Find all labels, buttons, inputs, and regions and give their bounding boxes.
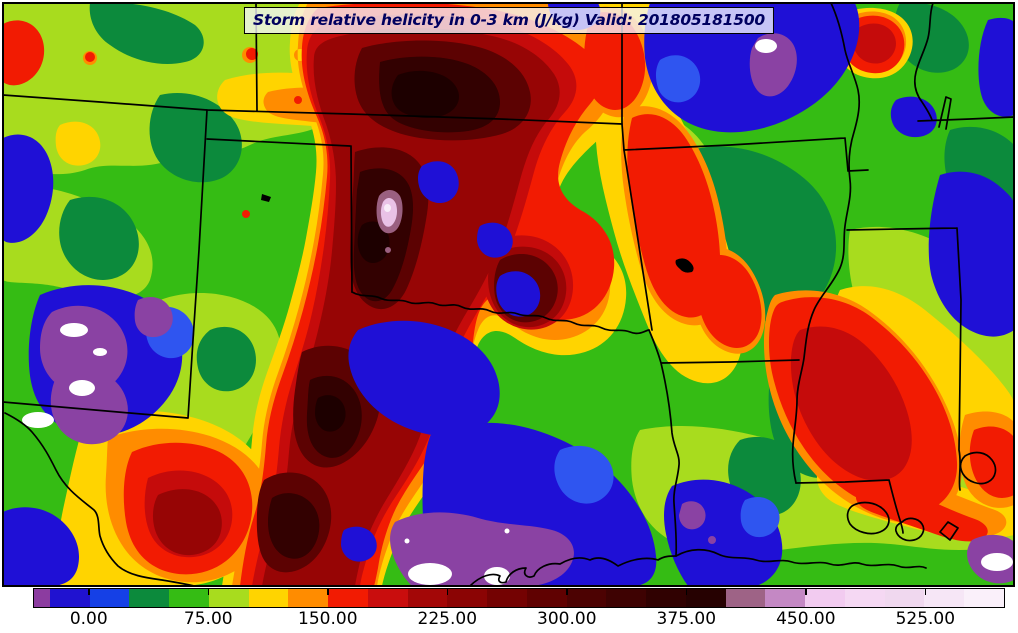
colorbar-segment bbox=[725, 589, 766, 607]
colorbar-tick-label: 0.00 bbox=[69, 609, 108, 629]
region-navy bbox=[3, 3, 1014, 586]
colorbar-segment bbox=[526, 589, 567, 607]
colorbar-segment bbox=[964, 589, 1004, 607]
colorbar-segment bbox=[288, 589, 329, 607]
plot-title: Storm relative helicity in 0-3 km (J/kg)… bbox=[243, 7, 775, 34]
colorbar-segment bbox=[447, 589, 488, 607]
white-spot bbox=[981, 553, 1013, 571]
colorbar-segment bbox=[646, 589, 686, 607]
colorbar-segment bbox=[606, 589, 647, 607]
extreme-spot bbox=[376, 190, 403, 253]
extreme-spot-center bbox=[384, 204, 392, 212]
map-frame bbox=[2, 2, 1015, 587]
colorbar-segment bbox=[487, 589, 527, 607]
border-new-mexico bbox=[3, 109, 208, 419]
colorbar-tick-label: 225.00 bbox=[417, 609, 478, 629]
region-red-dark2 bbox=[153, 27, 567, 586]
region-white-spots bbox=[22, 39, 1013, 585]
colorbar-segment bbox=[248, 589, 289, 607]
colorbar bbox=[33, 588, 1005, 608]
white-spot bbox=[755, 39, 777, 53]
extreme-spot-pink bbox=[380, 198, 397, 227]
border-texas-arkansas-louisiana bbox=[648, 329, 800, 557]
border-oklahoma-panhandle bbox=[206, 138, 353, 293]
coast-louisiana bbox=[675, 451, 997, 569]
border-kentucky-tennessee bbox=[913, 3, 1014, 130]
colorbar-tick-label: 150.00 bbox=[298, 609, 358, 629]
colorbar-segment bbox=[884, 589, 925, 607]
colorbar-tick-label: 525.00 bbox=[895, 609, 956, 629]
region-red-dark4 bbox=[268, 56, 500, 559]
colorbar-segment bbox=[367, 589, 408, 607]
colorbar-segment bbox=[805, 589, 845, 607]
helicity-map bbox=[2, 2, 1015, 587]
colorbar-tick-label: 75.00 bbox=[183, 609, 233, 629]
border-rio-grande bbox=[4, 412, 195, 586]
border-louisiana-mississippi bbox=[795, 479, 904, 534]
white-spot bbox=[93, 348, 107, 356]
colorbar-segment bbox=[685, 589, 726, 607]
white-spot bbox=[404, 538, 410, 544]
colorbar-segment bbox=[169, 589, 209, 607]
colorbar-segment bbox=[208, 589, 249, 607]
colorbar-tick-label: 375.00 bbox=[656, 609, 717, 629]
border-red-river bbox=[351, 291, 650, 335]
colorbar-segment bbox=[34, 589, 50, 607]
colorbar-segment bbox=[566, 589, 607, 607]
white-spot bbox=[69, 380, 95, 396]
colorbar-tick-labels: 0.00 75.00 150.00 225.00 300.00 375.00 450.00 5… bbox=[33, 609, 1005, 633]
coast-texas bbox=[469, 555, 677, 586]
colorbar-tick-label: 450.00 bbox=[776, 609, 836, 629]
colorbar-segment bbox=[89, 589, 130, 607]
white-spot bbox=[504, 528, 510, 534]
white-spot bbox=[60, 323, 88, 337]
white-spot bbox=[408, 563, 452, 585]
colorbar-segment bbox=[407, 589, 448, 607]
colorbar-segment bbox=[129, 589, 170, 607]
border-missouri-arkansas bbox=[623, 137, 869, 172]
colorbar-tick-label: 300.00 bbox=[537, 609, 597, 629]
colorbar-segment bbox=[844, 589, 885, 607]
colorbar-segment bbox=[328, 589, 368, 607]
border-mississippi-river bbox=[791, 3, 861, 484]
colorbar-segment bbox=[765, 589, 806, 607]
white-spot bbox=[484, 567, 510, 585]
colorbar-segment bbox=[49, 589, 90, 607]
colorbar-segment bbox=[924, 589, 965, 607]
white-spot bbox=[22, 412, 54, 428]
